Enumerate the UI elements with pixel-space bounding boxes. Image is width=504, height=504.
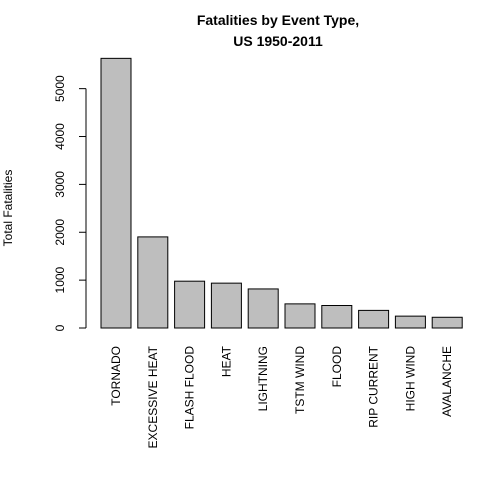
y-tick-label: 1000 (53, 266, 67, 293)
x-tick-label: LIGHTNING (256, 346, 270, 411)
y-tick-label: 3000 (53, 171, 67, 198)
bar-flood (321, 305, 353, 329)
bar-excessive-heat (137, 236, 169, 329)
bars (100, 57, 463, 329)
y-tick-label: 2000 (53, 219, 67, 246)
bar-tornado (100, 57, 132, 329)
chart-title-line-2: US 1950-2011 (233, 33, 323, 49)
bar-high-wind (394, 315, 426, 329)
y-tick-label: 5000 (53, 75, 67, 102)
chart-title-line-1: Fatalities by Event Type, (197, 12, 359, 28)
y-tick-label: 0 (53, 324, 67, 331)
x-tick-label: HIGH WIND (403, 346, 417, 412)
x-tick-label: RIP CURRENT (367, 345, 381, 427)
x-tick-label: FLOOD (330, 346, 344, 388)
y-axis-label: Total Fatalities (1, 170, 15, 247)
y-axis: 0 1000 2000 3000 4000 5000 (53, 75, 87, 331)
x-tick-label: HEAT (219, 345, 233, 377)
x-tick-label: TORNADO (109, 346, 123, 406)
bar-avalanche (431, 316, 463, 329)
x-tick-label: EXCESSIVE HEAT (146, 345, 160, 448)
x-tick-labels: TORNADO EXCESSIVE HEAT FLASH FLOOD HEAT LIGH… (109, 345, 454, 448)
bar-rip-current (358, 309, 390, 329)
x-tick-label: TSTM WIND (293, 346, 307, 414)
x-tick-label: FLASH FLOOD (183, 346, 197, 430)
y-tick-label: 4000 (53, 123, 67, 150)
bar-tstm-wind (284, 303, 316, 329)
bar-lightning (247, 288, 279, 329)
bar-heat (210, 282, 242, 329)
bar-flash-flood (174, 280, 206, 329)
x-tick-label: AVALANCHE (440, 346, 454, 417)
